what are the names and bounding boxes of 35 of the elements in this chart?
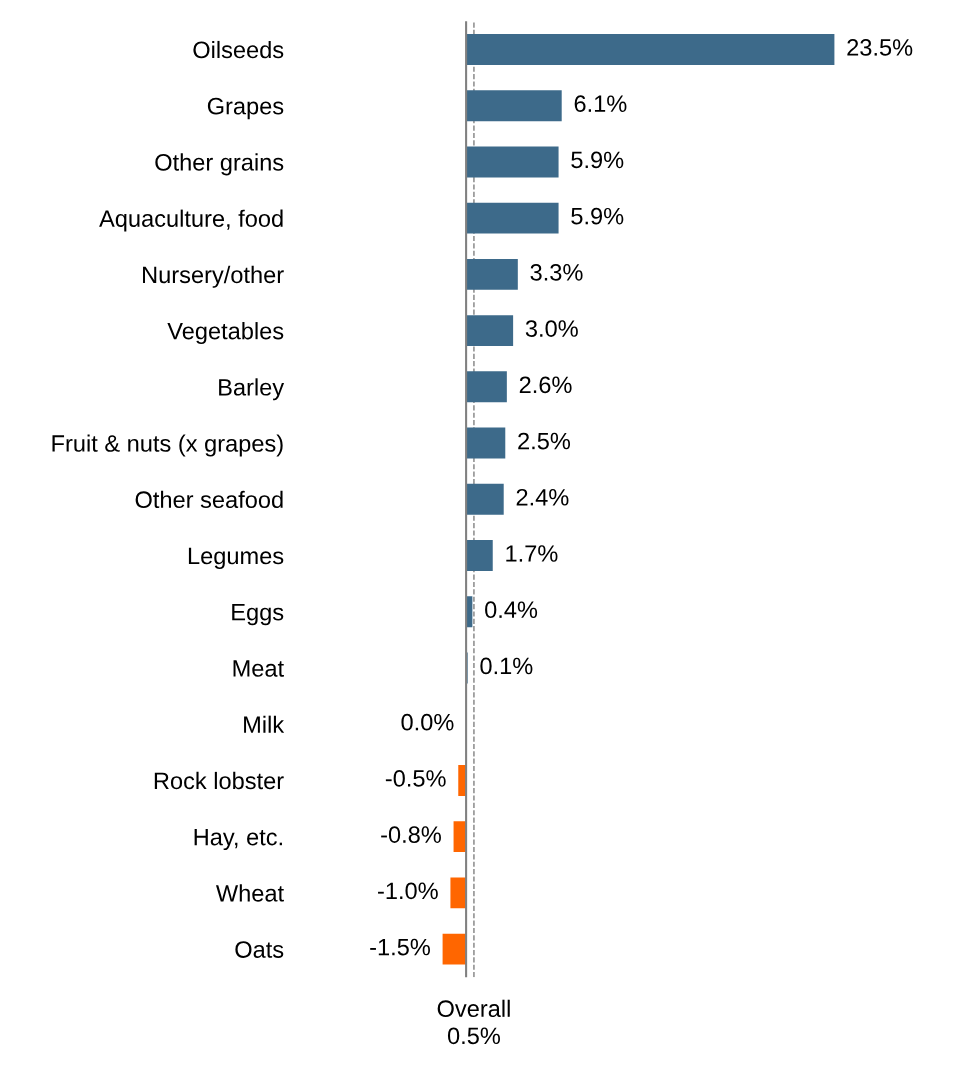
y-tick-label: Fruit & nuts (x grapes): [52, 434, 283, 457]
data-label: 23.5%: [847, 39, 913, 56]
data-label: -0.8%: [381, 826, 441, 843]
y-tick-label: Meat: [233, 660, 284, 677]
y-tick-label: Grapes: [207, 97, 284, 120]
data-label: 6.1%: [574, 95, 627, 113]
y-tick-label: Oilseeds: [193, 40, 284, 59]
y-tick-label: Legumes: [188, 547, 284, 569]
y-tick-label: Aquaculture, food: [99, 209, 283, 232]
ref-line-label: Overall 0.5%: [437, 999, 510, 1045]
y-tick-label: Nursery/other: [143, 265, 284, 288]
data-label: 0.0%: [401, 713, 454, 731]
y-tick-label: Other grains: [155, 153, 284, 176]
data-label: 5.9%: [571, 151, 624, 169]
data-label: 1.7%: [506, 545, 558, 562]
y-tick-label: Wheat: [215, 884, 284, 902]
y-tick-label: Barley: [219, 378, 285, 401]
data-label: 2.6%: [519, 376, 572, 394]
y-tick-label: Eggs: [232, 604, 284, 626]
data-label: 5.9%: [571, 207, 624, 225]
y-tick-label: Hay, etc.: [194, 828, 282, 851]
y-tick-label: Vegetables: [167, 322, 284, 345]
y-tick-label: Rock lobster: [154, 771, 284, 790]
data-label: -1.5%: [370, 938, 430, 956]
data-label: -1.0%: [378, 882, 438, 900]
y-tick-label: Oats: [235, 941, 284, 958]
y-tick-label: Milk: [244, 715, 285, 733]
data-label: 3.0%: [525, 320, 578, 337]
data-label: 3.3%: [530, 264, 583, 281]
data-label: -0.5%: [385, 770, 446, 787]
data-label: 2.4%: [516, 488, 569, 506]
data-label: 0.1%: [480, 657, 533, 675]
data-label: 0.4%: [485, 601, 538, 619]
data-label: 2.5%: [518, 432, 571, 450]
y-tick-label: Other seafood: [135, 490, 283, 509]
